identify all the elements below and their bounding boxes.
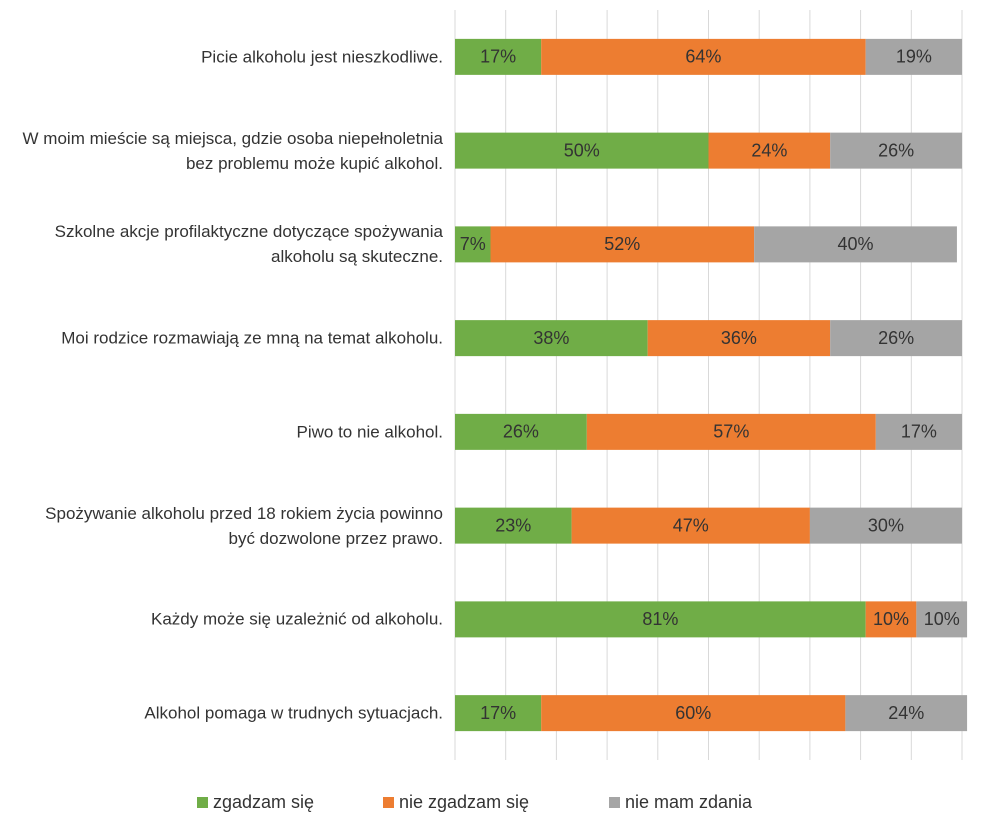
value-label: 57% [713, 422, 749, 442]
bar-segment [845, 695, 968, 732]
bar-segment [875, 413, 962, 450]
bar-segment [455, 413, 587, 450]
value-label: 50% [564, 140, 600, 160]
category-label: Każdy może się uzależnić od alkoholu. [151, 609, 443, 629]
bar-segment [865, 38, 962, 75]
legend-label: nie zgadzam się [399, 792, 529, 812]
value-label: 26% [878, 140, 914, 160]
value-label: 23% [495, 515, 531, 535]
value-label: 60% [675, 703, 711, 723]
value-label: 17% [480, 47, 516, 67]
bar-segment [455, 132, 709, 169]
category-label: Picie alkoholu jest nieszkodliwe. [201, 47, 443, 67]
category-label: Piwo to nie alkohol. [296, 422, 443, 442]
bar-segment [754, 226, 957, 263]
bar-segment [455, 695, 542, 732]
bar-segment [455, 320, 648, 357]
bar-segment [455, 38, 542, 75]
value-label: 19% [896, 47, 932, 67]
legend-swatch [609, 797, 620, 808]
bar-segment [455, 226, 491, 263]
legend-swatch [197, 797, 208, 808]
bar-segment [865, 601, 917, 638]
bar-segment [490, 226, 755, 263]
bar-segment [541, 695, 846, 732]
bar-segment [541, 38, 866, 75]
value-label: 17% [901, 422, 937, 442]
legend-label: nie mam zdania [625, 792, 753, 812]
category-label: Moi rodzice rozmawiają ze mną na temat a… [61, 328, 443, 348]
bar-segment [455, 507, 572, 544]
value-label: 64% [685, 47, 721, 67]
value-label: 7% [460, 234, 486, 254]
bar-segment [708, 132, 831, 169]
bar-segment [455, 601, 866, 638]
value-label: 38% [533, 328, 569, 348]
value-label: 47% [673, 515, 709, 535]
legend-swatch [383, 797, 394, 808]
bar-segment [586, 413, 876, 450]
value-label: 30% [868, 515, 904, 535]
value-label: 24% [888, 703, 924, 723]
bar-segment [809, 507, 962, 544]
value-label: 26% [503, 422, 539, 442]
category-label: Spożywanie alkoholu przed 18 rokiem życi… [45, 503, 443, 548]
category-label: Alkohol pomaga w trudnych sytuacjach. [144, 703, 443, 723]
value-label: 36% [721, 328, 757, 348]
value-label: 40% [838, 234, 874, 254]
category-label: W moim mieście są miejsca, gdzie osoba n… [22, 128, 443, 173]
value-label: 10% [873, 609, 909, 629]
legend-label: zgadzam się [213, 792, 314, 812]
bar-segment [571, 507, 810, 544]
value-label: 17% [480, 703, 516, 723]
bar-segment [830, 320, 962, 357]
bar-segment [916, 601, 968, 638]
value-label: 26% [878, 328, 914, 348]
value-label: 10% [924, 609, 960, 629]
value-label: 81% [642, 609, 678, 629]
value-label: 52% [604, 234, 640, 254]
bar-segment [830, 132, 962, 169]
value-label: 24% [751, 140, 787, 160]
category-label: Szkolne akcje profilaktyczne dotyczące s… [54, 222, 443, 267]
bar-segment [647, 320, 831, 357]
